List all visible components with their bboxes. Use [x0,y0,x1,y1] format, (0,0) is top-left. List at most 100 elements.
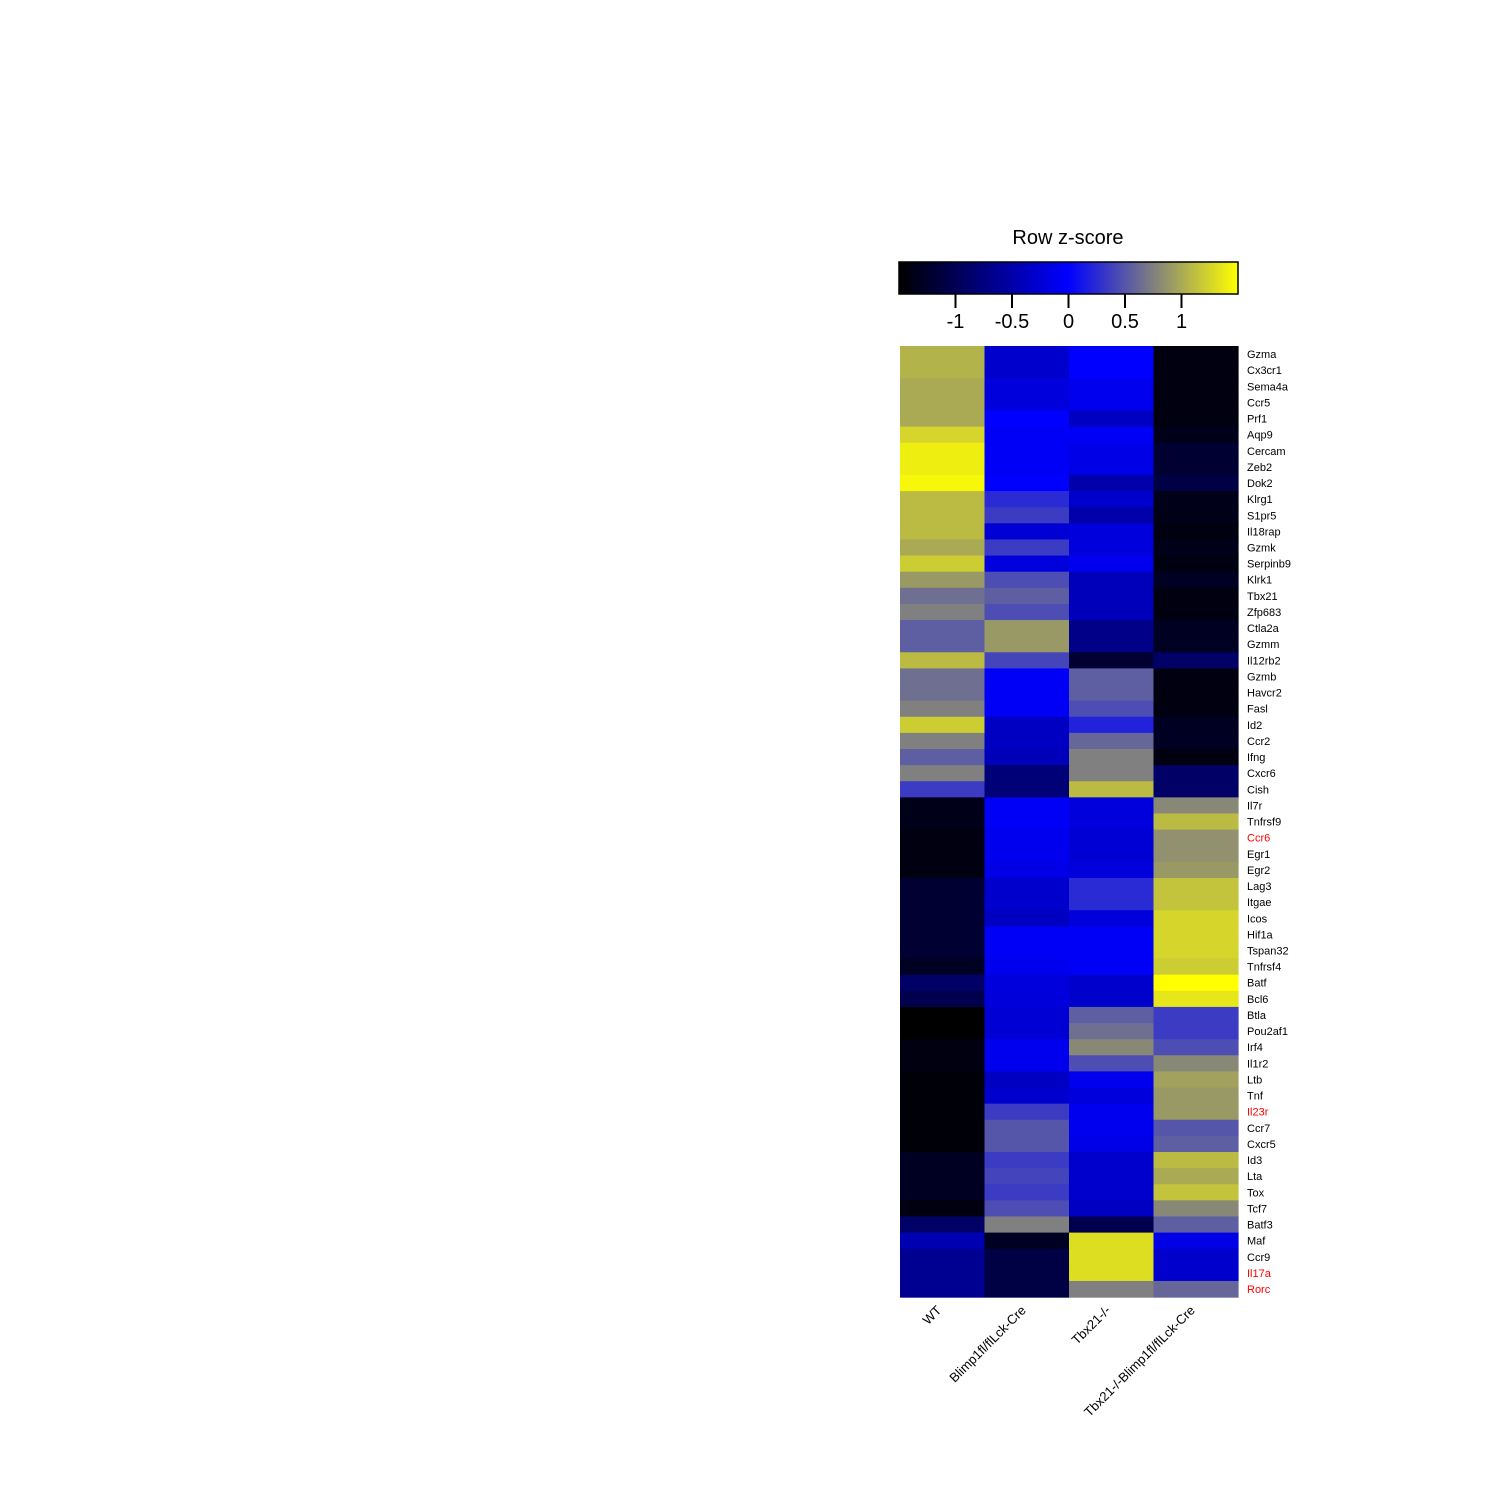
heatmap-cell [984,636,1070,653]
row-label: Bcl6 [1247,994,1268,1006]
heatmap-cell [984,1264,1070,1282]
heatmap-cell [1069,732,1155,750]
color-key-ticks: -1 -0.5 0 0.5 1 [947,294,1187,333]
heatmap-cell [1153,539,1239,557]
heatmap-cell [900,410,986,428]
heatmap-cell [984,426,1070,444]
heatmap-cell [984,700,1070,718]
row-label: Cercam [1247,446,1286,458]
heatmap-cell [1153,1055,1239,1072]
row-label: Il1r2 [1247,1058,1268,1070]
heatmap-cell [1153,990,1239,1008]
row-label: Il12rb2 [1247,655,1281,667]
row-label: Hif1a [1247,929,1274,941]
row-label: Pou2af1 [1247,1026,1288,1038]
heatmap-cell [1069,652,1155,669]
heatmap-cell [900,910,986,927]
heatmap-cell [1069,974,1155,992]
heatmap-cell [984,990,1070,1008]
heatmap-cell [1069,1023,1155,1040]
heatmap-cell [984,1119,1070,1137]
heatmap-cell [984,1168,1070,1185]
heatmap-cell [1069,378,1155,395]
heatmap-cell [900,1264,986,1282]
heatmap-cell [900,974,986,992]
row-label: Tbx21 [1247,591,1278,603]
row-label: Cxcr5 [1247,1139,1276,1151]
heatmap-cell [1069,829,1155,847]
heatmap-cell [1153,877,1239,895]
row-label: Il7r [1247,800,1263,812]
heatmap-cell [1153,861,1239,879]
heatmap-cell [1069,684,1155,702]
column-label: Tbx21-/- [1069,1303,1114,1348]
heatmap-cell [984,539,1070,557]
heatmap-cell [900,1184,986,1201]
row-label: Ifng [1247,752,1265,764]
row-label: Ccr9 [1247,1252,1270,1264]
heatmap-cell [900,1200,986,1218]
heatmap-cell [1153,474,1239,492]
heatmap-cell [984,732,1070,750]
heatmap-cell [900,571,986,589]
color-key: Row z-score -1 -0.5 0 0.5 1 [898,227,1239,333]
heatmap-cell [1069,636,1155,653]
row-label: Ccr6 [1247,833,1270,845]
heatmap-cell [1069,749,1155,766]
row-label: Batf3 [1247,1220,1273,1232]
heatmap-cell [984,394,1070,412]
heatmap-cell [1069,1264,1155,1282]
heatmap-cell [900,378,986,395]
heatmap-cell [1069,958,1155,976]
heatmap-cell [984,346,1070,363]
heatmap-cell [900,813,986,831]
heatmap-cell [900,603,986,621]
row-label: Lta [1247,1171,1263,1183]
heatmap-cell [1153,958,1239,976]
heatmap-cell [1153,458,1239,476]
heatmap-cell [1153,829,1239,847]
heatmap-cell [1069,1248,1155,1266]
row-label: Ltb [1247,1074,1262,1086]
heatmap-cell [1069,1280,1155,1298]
heatmap-cell [984,845,1070,863]
row-label: Egr2 [1247,865,1270,877]
row-label: Id3 [1247,1155,1262,1167]
heatmap-cell [984,926,1070,944]
heatmap-cell [984,571,1070,589]
heatmap-cell [1153,716,1239,734]
heatmap-cell [1153,910,1239,927]
heatmap-cell [984,910,1070,927]
heatmap-cell [1069,813,1155,831]
heatmap-cell [1069,1087,1155,1105]
heatmap-cell [1153,1119,1239,1137]
heatmap-cell [900,491,986,508]
heatmap-cell [1153,491,1239,508]
heatmap-cell [900,1119,986,1137]
row-label: Gzma [1247,349,1277,361]
row-label: Aqp9 [1247,430,1273,442]
heatmap-cell [984,507,1070,524]
heatmap-cell [984,1055,1070,1072]
heatmap-cell [1069,1152,1155,1169]
row-label: Havcr2 [1247,688,1282,700]
heatmap-cell [900,942,986,960]
heatmap-cell [1069,620,1155,637]
heatmap-cell [984,797,1070,815]
heatmap-cell [1153,765,1239,782]
heatmap-cell [1069,781,1155,798]
row-label: Il23r [1247,1107,1269,1119]
heatmap-cell [900,587,986,605]
heatmap-cell [984,861,1070,879]
heatmap-cell [1069,1232,1155,1250]
heatmap-cell [900,894,986,911]
heatmap-cell [900,732,986,750]
heatmap-cell [1153,749,1239,766]
heatmap-cell [900,346,986,363]
heatmap-cell [1069,474,1155,492]
heatmap-cell [900,926,986,944]
heatmap-cell [1153,1039,1239,1056]
heatmap-cell [984,1103,1070,1121]
heatmap-cell [984,1248,1070,1266]
color-key-tick-label: -1 [947,311,965,333]
